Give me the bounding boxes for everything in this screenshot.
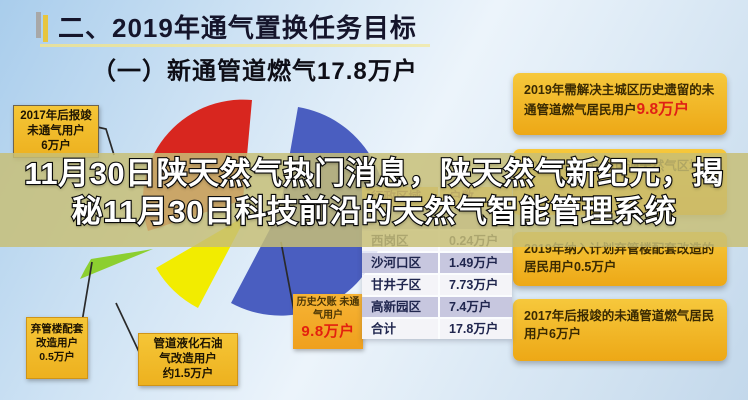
overlay-headline-line1: 11月30日陕天然气热门消息，陕天然气新纪元，揭 xyxy=(23,155,724,192)
pie-slice-green xyxy=(80,249,153,279)
callout-line: 气改造用户 xyxy=(159,353,217,366)
table-cell: 合计 xyxy=(362,319,438,339)
callout-line: 历史欠账 xyxy=(296,297,337,308)
table-cell: 7.73万户 xyxy=(440,275,512,295)
title-underline xyxy=(40,44,430,47)
callout-text: 2019年需解决主城区历史遗留的未通管道燃气居民用户 xyxy=(524,83,715,118)
callout-line: 管道液化石油 xyxy=(153,338,223,350)
callout-line: 未通气用户 xyxy=(27,124,85,137)
table-cell: 甘井子区 xyxy=(362,275,438,295)
callout-line: 约1.5万户 xyxy=(162,368,214,381)
callout-line: 0.5万户 xyxy=(39,351,75,364)
section-title: 二、2019年通气置换任务目标 xyxy=(58,13,417,43)
table-cell: 1.49万户 xyxy=(440,253,512,273)
callout-right-4: 2017年后报竣的未通管道燃气居民用户6万户 xyxy=(513,299,727,361)
callout-line: 改造用户 xyxy=(36,337,78,350)
callout-line: 弃管楼配套 xyxy=(30,323,84,335)
table-cell: 17.8万户 xyxy=(440,319,512,339)
overlay-headline-line2: 秘11月30日科技前沿的天然气智能管理系统 xyxy=(70,193,677,230)
connector-line xyxy=(115,302,141,355)
callout-line: 2017年后报竣 xyxy=(20,110,92,122)
connector-line xyxy=(96,126,115,156)
callout-right-1: 2019年需解决主城区历史遗留的未通管道燃气居民用户9.8万户 xyxy=(513,73,727,135)
callout-historical-debt: 历史欠账 未通气用户 9.8万户 xyxy=(293,294,363,349)
callout-lpg-conversion: 管道液化石油 气改造用户 约1.5万户 xyxy=(138,333,238,386)
overlay-headline: 11月30日陕天然气热门消息，陕天然气新纪元，揭 秘11月30日科技前沿的天然气… xyxy=(0,155,748,231)
accent-bar-yellow xyxy=(43,15,48,42)
accent-bar-gray xyxy=(36,12,41,38)
chart-subtitle: （一）新通管道燃气17.8万户 xyxy=(92,58,418,85)
callout-value: 9.8万户 xyxy=(301,323,355,340)
callout-abandoned-buildings: 弃管楼配套 改造用户 0.5万户 xyxy=(26,317,88,379)
callout-text: 2017年后报竣的未通管道燃气居民用户6万户 xyxy=(524,309,715,342)
callout-highlight-value: 9.8万户 xyxy=(636,101,690,119)
callout-line: 6万户 xyxy=(41,139,71,152)
connector-line xyxy=(280,241,295,312)
callout-left-top: 2017年后报竣 未通气用户 6万户 xyxy=(13,105,99,158)
overlay-band xyxy=(0,153,748,247)
table-cell: 7.4万户 xyxy=(440,297,512,317)
table-cell: 高新园区 xyxy=(362,297,438,317)
callout-line: 未通气用户 xyxy=(313,297,360,321)
table-cell: 沙河口区 xyxy=(362,253,438,273)
